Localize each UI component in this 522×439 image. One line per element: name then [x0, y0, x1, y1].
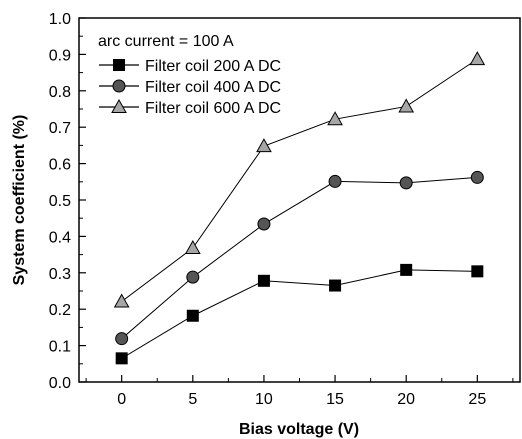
y-tick-label: 0.6 [49, 157, 71, 174]
series-line-3 [121, 58, 478, 302]
legend-marker-1 [113, 59, 125, 71]
x-tick-label: 0 [117, 391, 126, 408]
series-lines [121, 58, 478, 359]
y-tick-label: 0.5 [49, 193, 71, 210]
y-tick-label: 0.0 [49, 375, 71, 392]
data-point-s1 [115, 352, 128, 365]
y-tick-label: 0.4 [49, 229, 71, 246]
data-point-s3 [184, 240, 201, 255]
data-point-s1 [471, 265, 484, 278]
y-tick-label: 1.0 [49, 11, 71, 28]
x-tick-label: 10 [255, 391, 273, 408]
y-tick-label: 0.7 [49, 120, 71, 137]
data-point-s3 [327, 111, 343, 126]
legend-label-1: Filter coil 200 A DC [145, 58, 281, 75]
data-point-s3 [113, 293, 130, 308]
data-point-s1 [257, 274, 270, 287]
data-point-s1 [329, 279, 342, 292]
legend-marker-3 [111, 98, 127, 113]
series-line-2 [121, 176, 478, 340]
data-point-s2 [399, 176, 413, 190]
data-point-s2 [186, 270, 200, 284]
data-point-s2 [470, 170, 484, 184]
data-point-s2 [115, 332, 129, 346]
data-point-s3 [256, 138, 272, 153]
legend-marker-2 [112, 79, 126, 93]
data-point-s2 [328, 174, 342, 188]
annotation-text: arc current = 100 A [98, 33, 234, 50]
y-tick-label: 0.8 [49, 84, 71, 101]
legend-label-2: Filter coil 400 A DC [145, 79, 281, 96]
x-tick-label: 15 [326, 391, 344, 408]
x-tick-label: 25 [468, 391, 486, 408]
x-tick-label: 20 [397, 391, 415, 408]
y-tick-label: 0.2 [49, 302, 71, 319]
y-tick-label: 0.3 [49, 266, 71, 283]
data-point-s3 [469, 51, 486, 66]
tick-layer: 0.0 0.1 0.2 0.3 0.4 0.5 0.6 0.7 0.8 0.9 1.0 0 5 10 15 2… [49, 11, 514, 408]
series-line-1 [121, 269, 478, 359]
y-tick-label: 0.1 [49, 339, 71, 356]
x-axis-title: Bias voltage (V) [239, 421, 359, 438]
data-point-s1 [400, 263, 413, 276]
series-markers [113, 51, 486, 365]
data-point-s1 [186, 309, 199, 322]
plot-frame [78, 17, 521, 383]
y-axis-title: System coefficient (%) [11, 115, 28, 286]
data-point-s3 [398, 98, 415, 113]
y-tick-label: 0.9 [49, 47, 71, 64]
legend: Filter coil 200 A DC Filter coil 400 A DC… [99, 58, 281, 117]
legend-label-3: Filter coil 600 A DC [145, 100, 281, 117]
x-tick-label: 5 [188, 391, 197, 408]
data-point-s2 [257, 217, 271, 231]
